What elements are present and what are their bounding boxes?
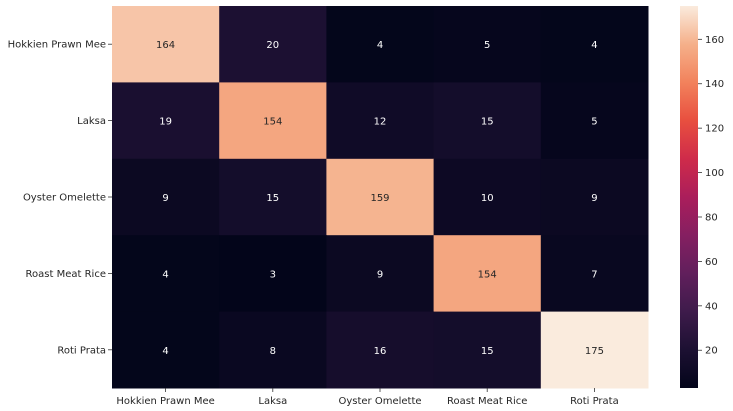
heatmap-cell <box>433 235 542 313</box>
y-tick-label: Roast Meat Rice <box>26 269 106 280</box>
heatmap-cell <box>540 6 649 83</box>
colorbar-tick-label: 140 <box>705 79 724 90</box>
heatmap-cell <box>219 158 327 236</box>
cell-value-label: 7 <box>591 269 597 280</box>
heatmap-cell <box>219 235 327 313</box>
cell-value-label: 159 <box>370 193 389 204</box>
cell-value-label: 9 <box>162 193 168 204</box>
cell-value-label: 8 <box>270 346 276 357</box>
x-tick-label: Hokkien Prawn Mee <box>116 396 214 407</box>
heatmap-cell <box>433 82 542 160</box>
cell-value-label: 4 <box>591 40 597 51</box>
colorbar-tick-label: 160 <box>705 35 724 46</box>
heatmap-cell <box>540 311 649 389</box>
cell-value-label: 15 <box>481 346 494 357</box>
heatmap-cell <box>326 6 435 83</box>
heatmap-cell <box>326 311 435 389</box>
cell-value-label: 15 <box>266 193 279 204</box>
y-tick-label: Hokkien Prawn Mee <box>8 40 106 51</box>
cell-value-label: 12 <box>374 117 387 128</box>
heatmap-cell <box>540 158 649 236</box>
heatmap-cell <box>433 6 542 83</box>
heatmap-cell <box>219 6 327 83</box>
heatmap-cell <box>326 82 435 160</box>
x-tick-label: Roti Prata <box>570 396 619 407</box>
heatmap-cell <box>540 82 649 160</box>
heatmap-cell <box>219 311 327 389</box>
cell-value-label: 3 <box>270 269 276 280</box>
colorbar-tick-label: 40 <box>705 301 718 312</box>
heatmap-cells <box>112 6 649 389</box>
colorbar: 20 40 60 80 100 120 140 160 <box>680 6 724 388</box>
cell-value-label: 9 <box>591 193 597 204</box>
x-tick-label: Oyster Omelette <box>338 396 421 407</box>
cell-value-label: 9 <box>377 269 383 280</box>
cell-value-label: 10 <box>481 193 494 204</box>
cell-value-label: 154 <box>478 269 497 280</box>
cell-value-label: 5 <box>591 117 597 128</box>
cell-value-label: 154 <box>263 117 282 128</box>
heatmap-cell <box>433 311 542 389</box>
cell-value-label: 20 <box>266 40 279 51</box>
colorbar-gradient <box>680 6 698 388</box>
heatmap-cell <box>326 235 435 313</box>
cell-value-label: 164 <box>156 40 175 51</box>
heatmap-cell <box>112 311 220 389</box>
cell-value-label: 19 <box>159 117 172 128</box>
colorbar-tick-label: 20 <box>705 346 718 357</box>
heatmap-cell-labels: 164 20 4 5 4 19 154 12 15 5 9 15 159 10 9 4 3 9 154 7 4 8 16 15… <box>156 40 604 357</box>
cell-value-label: 4 <box>162 269 168 280</box>
heatmap-cell <box>540 235 649 313</box>
heatmap-cell <box>112 82 220 160</box>
cell-value-label: 5 <box>484 40 490 51</box>
y-tick-label: Laksa <box>77 116 106 127</box>
heatmap-cell <box>112 235 220 313</box>
colorbar-tick-label: 120 <box>705 124 724 135</box>
x-tick-label: Roast Meat Rice <box>447 396 527 407</box>
cell-value-label: 4 <box>377 40 383 51</box>
cell-value-label: 15 <box>481 117 494 128</box>
cell-value-label: 4 <box>162 346 168 357</box>
y-axis: Hokkien Prawn Mee Laksa Oyster Omelette Roa… <box>8 40 112 356</box>
heatmap-cell <box>219 82 327 160</box>
heatmap-cell <box>433 158 542 236</box>
y-tick-label: Roti Prata <box>57 345 106 356</box>
colorbar-tick-label: 80 <box>705 212 718 223</box>
heatmap-cell <box>326 158 435 236</box>
heatmap-cell <box>112 6 220 83</box>
cell-value-label: 16 <box>374 346 387 357</box>
y-tick-label: Oyster Omelette <box>23 193 106 204</box>
colorbar-tick-label: 60 <box>705 257 718 268</box>
x-axis: Hokkien Prawn Mee Laksa Oyster Omelette Roa… <box>116 388 619 407</box>
heatmap-cell <box>112 158 220 236</box>
x-tick-label: Laksa <box>258 396 287 407</box>
cell-value-label: 175 <box>585 346 604 357</box>
colorbar-tick-label: 100 <box>705 168 724 179</box>
